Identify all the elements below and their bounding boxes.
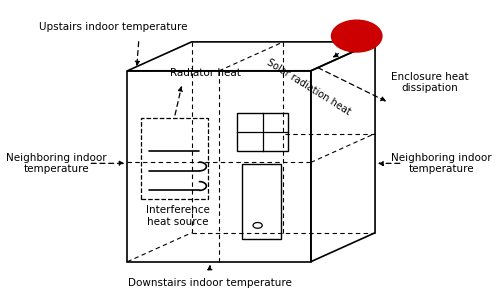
Text: Radiator heat: Radiator heat: [170, 68, 240, 78]
Circle shape: [332, 20, 382, 52]
Text: Enclosure heat
dissipation: Enclosure heat dissipation: [392, 72, 469, 93]
Text: Neighboring indoor
temperature: Neighboring indoor temperature: [6, 152, 106, 174]
Text: Interference
heat source: Interference heat source: [146, 205, 210, 227]
Text: Downstairs indoor temperature: Downstairs indoor temperature: [128, 278, 292, 288]
Text: Solar radiation heat: Solar radiation heat: [265, 57, 352, 117]
Text: Neighboring indoor
temperature: Neighboring indoor temperature: [391, 152, 492, 174]
Text: Upstairs indoor temperature: Upstairs indoor temperature: [40, 22, 188, 32]
